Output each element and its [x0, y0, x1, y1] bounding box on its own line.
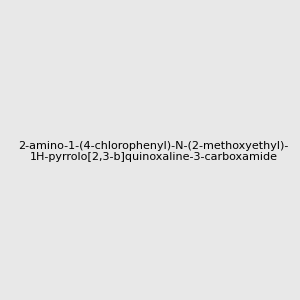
- Text: 2-amino-1-(4-chlorophenyl)-N-(2-methoxyethyl)-
1H-pyrrolo[2,3-b]quinoxaline-3-ca: 2-amino-1-(4-chlorophenyl)-N-(2-methoxye…: [19, 141, 289, 162]
